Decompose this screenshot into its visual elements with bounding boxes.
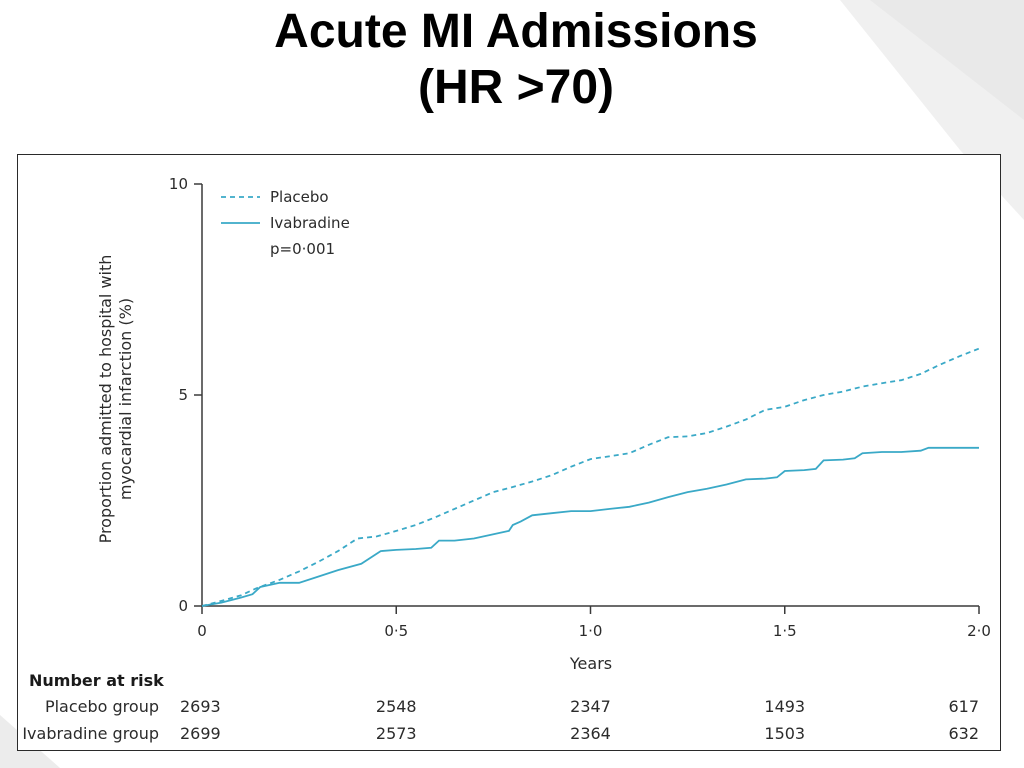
legend-label-placebo: Placebo bbox=[270, 188, 329, 206]
x-tick-label: 1·0 bbox=[579, 622, 603, 640]
x-tick-label: 0 bbox=[197, 622, 207, 640]
x-tick-label: 2·0 bbox=[967, 622, 991, 640]
slide-title-line1: Acute MI Admissions bbox=[274, 5, 758, 58]
risk-value: 2548 bbox=[376, 697, 417, 716]
risk-value: 632 bbox=[948, 724, 979, 743]
p-value-annotation: p=0·001 bbox=[270, 240, 335, 258]
risk-value: 2347 bbox=[570, 697, 611, 716]
risk-value: 1493 bbox=[764, 697, 805, 716]
slide-title-line2: (HR >70) bbox=[417, 61, 615, 114]
series-line-placebo bbox=[201, 347, 980, 607]
x-tick-label: 1·5 bbox=[773, 622, 797, 640]
risk-value: 617 bbox=[948, 697, 979, 716]
risk-value: 2573 bbox=[376, 724, 417, 743]
risk-value: 2699 bbox=[180, 724, 221, 743]
risk-row-label-ivabradine: Ivabradine group bbox=[22, 724, 159, 743]
risk-value: 2364 bbox=[570, 724, 611, 743]
slide-title: Acute MI Admissions (HR >70) bbox=[0, 0, 1024, 116]
y-tick-label: 10 bbox=[169, 175, 188, 193]
kaplan-meier-chart: 0 5 10 0 0·5 1·0 1·5 2·0 Proportion admitted t… bbox=[22, 175, 991, 743]
risk-value: 2693 bbox=[180, 697, 221, 716]
y-axis-label-line1: Proportion admitted to hospital with bbox=[96, 255, 115, 544]
legend: Placebo Ivabradine p=0·001 bbox=[221, 188, 350, 258]
y-tick-label: 5 bbox=[178, 386, 188, 404]
y-tick-label: 0 bbox=[178, 597, 188, 615]
legend-label-ivabradine: Ivabradine bbox=[270, 214, 350, 232]
risk-row-label-placebo: Placebo group bbox=[45, 697, 159, 716]
figure-frame: 0 5 10 0 0·5 1·0 1·5 2·0 Proportion admitted t… bbox=[17, 154, 1001, 751]
risk-table-heading: Number at risk bbox=[29, 671, 164, 690]
y-ticks: 0 5 10 bbox=[169, 175, 202, 615]
risk-values: 2693 2548 2347 1493 617 2699 2573 2364 1503 632 bbox=[180, 697, 979, 743]
risk-value: 1503 bbox=[764, 724, 805, 743]
series-line-ivabradine bbox=[201, 446, 979, 607]
x-tick-label: 0·5 bbox=[384, 622, 408, 640]
x-axis-label: Years bbox=[569, 654, 612, 673]
x-ticks: 0 0·5 1·0 1·5 2·0 bbox=[197, 606, 991, 640]
y-axis-label-line2: myocardial infarction (%) bbox=[116, 298, 135, 500]
